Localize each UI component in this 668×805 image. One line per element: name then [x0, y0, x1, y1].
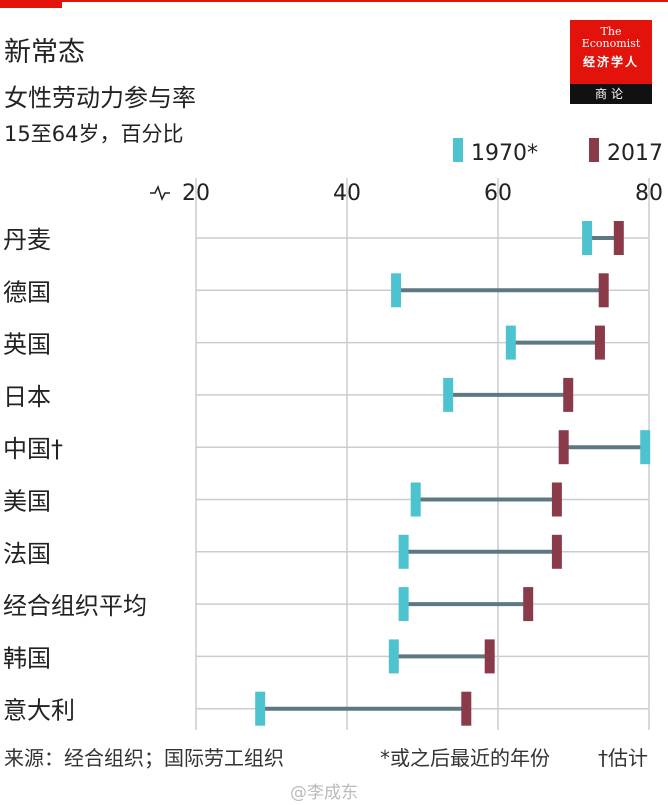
- marker-1970: [398, 534, 409, 569]
- marker-2017: [613, 221, 624, 255]
- marker-1970: [391, 273, 402, 308]
- category-label: 意大利: [3, 697, 75, 725]
- marker-1970: [255, 691, 266, 726]
- watermark: @李成东: [290, 783, 358, 803]
- accent-bar: [0, 0, 62, 8]
- marker-2017: [598, 273, 609, 308]
- legend-swatch: [453, 138, 463, 162]
- marker-1970: [582, 221, 593, 255]
- x-tick-label: 80: [635, 181, 663, 206]
- marker-2017: [594, 325, 605, 360]
- footnote-star: *或之后最近的年份: [380, 746, 550, 770]
- x-tick-label: 20: [182, 181, 210, 206]
- marker-2017: [484, 639, 495, 674]
- logo-en-2: Economist: [581, 37, 641, 50]
- chart-unit: 15至64岁，百分比: [4, 122, 184, 146]
- x-tick-label: 60: [484, 181, 512, 206]
- marker-2017: [558, 430, 569, 465]
- x-tick-label: 40: [333, 181, 361, 206]
- marker-1970: [443, 377, 454, 412]
- category-label: 韩国: [3, 644, 51, 672]
- chart-subtitle: 女性劳动力参与率: [4, 84, 196, 112]
- marker-2017: [563, 377, 574, 412]
- marker-2017: [551, 534, 562, 569]
- economist-logo: The Economist 经济学人 商论: [570, 20, 652, 104]
- axis-break-icon: [150, 185, 170, 201]
- top-rule: [0, 0, 668, 2]
- marker-2017: [523, 587, 534, 622]
- logo-en-1: The: [600, 25, 622, 38]
- legend-label: 2017: [607, 141, 663, 166]
- category-label: 丹麦: [3, 226, 51, 254]
- legend-swatch: [589, 138, 599, 162]
- source-note: 来源：经合组织；国际劳工组织: [4, 746, 284, 770]
- marker-1970: [505, 325, 516, 360]
- category-label: 中国†: [3, 435, 63, 463]
- marker-1970: [398, 587, 409, 622]
- marker-2017: [461, 691, 472, 726]
- marker-1970: [410, 482, 421, 517]
- logo-cn: 经济学人: [582, 55, 639, 69]
- category-label: 美国: [3, 488, 51, 516]
- logo-sub: 商论: [570, 84, 652, 104]
- legend-label: 1970*: [471, 141, 538, 166]
- chart-title: 新常态: [4, 37, 85, 68]
- marker-1970: [388, 639, 399, 674]
- category-label: 法国: [3, 540, 51, 568]
- marker-1970: [640, 430, 651, 465]
- category-label: 日本: [3, 383, 51, 411]
- footnote-dagger: †估计: [598, 746, 648, 770]
- category-label: 英国: [3, 331, 51, 359]
- marker-2017: [551, 482, 562, 517]
- category-label: 德国: [3, 278, 51, 306]
- category-label: 经合组织平均: [3, 592, 147, 620]
